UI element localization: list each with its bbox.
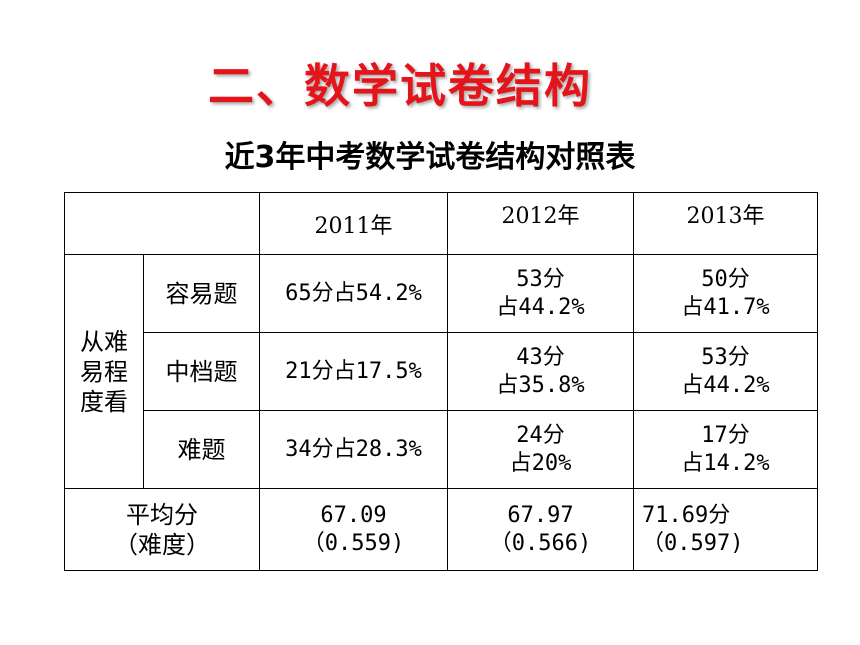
- cell-line: 50分: [701, 267, 750, 292]
- row-label-hard: 难题: [143, 410, 260, 489]
- cell-line: （0.559): [302, 530, 405, 556]
- cell-avg-2012: 67.97 （0.566): [447, 488, 634, 571]
- cell-line: 17分: [701, 423, 750, 448]
- group-label-line: 易程: [80, 357, 128, 386]
- cell-easy-2011: 65分占54.2%: [259, 254, 448, 333]
- row-label-easy: 容易题: [143, 254, 260, 333]
- header-row: 2011年 2012年 2013年: [64, 192, 818, 255]
- cell-line: 71.69分: [642, 503, 731, 528]
- year-header-2011: 2011年: [259, 192, 448, 255]
- row-label-average: 平均分 （难度）: [64, 488, 260, 571]
- cell-medium-2013: 53分 占44.2%: [633, 332, 818, 411]
- cell-medium-2012: 43分 占35.8%: [447, 332, 634, 411]
- table-row: 难题 34分占28.3% 24分 占20% 17分 占14.2%: [65, 410, 818, 489]
- cell-line: 占41.7%: [681, 294, 770, 320]
- year-header-2012: 2012年: [447, 192, 634, 255]
- cell-line: 平均分: [126, 500, 198, 529]
- cell-line: 67.97: [507, 503, 574, 528]
- page-title: 二、数学试卷结构: [208, 59, 592, 113]
- table-caption: 近3年中考数学试卷结构对照表: [224, 140, 636, 175]
- row-label-medium: 中档题: [143, 332, 260, 411]
- cell-line: （0.566): [489, 530, 592, 556]
- cell-line: 占14.2%: [681, 450, 770, 476]
- cell-medium-2011: 21分占17.5%: [259, 332, 448, 411]
- cell-line: 占20%: [509, 450, 572, 476]
- group-label-line: 从难: [80, 327, 128, 356]
- average-row: 平均分 （难度） 67.09 （0.559) 67.97 （0.566) 71.…: [64, 488, 818, 571]
- cell-line: 占35.8%: [496, 372, 585, 398]
- cell-line: （难度）: [114, 530, 210, 559]
- cell-easy-2012: 53分 占44.2%: [447, 254, 634, 333]
- cell-avg-2013: 71.69分 （0.597): [633, 488, 818, 571]
- cell-line: 占44.2%: [681, 372, 770, 398]
- year-header-2013: 2013年: [633, 192, 818, 255]
- cell-line: 53分: [701, 345, 750, 370]
- cell-easy-2013: 50分 占41.7%: [633, 254, 818, 333]
- cell-line: 24分: [516, 423, 565, 448]
- cell-line: 53分: [516, 267, 565, 292]
- exam-structure-table: 2011年 2012年 2013年 从难 易程 度看 容易题 65分占54.2%…: [64, 192, 818, 571]
- table-row: 中档题 21分占17.5% 43分 占35.8% 53分 占44.2%: [65, 332, 818, 411]
- cell-avg-2011: 67.09 （0.559): [259, 488, 448, 571]
- cell-line: （0.597): [642, 530, 744, 556]
- table-row: 从难 易程 度看 容易题 65分占54.2% 53分 占44.2% 50分 占4…: [64, 254, 818, 489]
- cell-line: 43分: [516, 345, 565, 370]
- group-label-line: 度看: [80, 387, 128, 416]
- cell-line: 67.09: [320, 503, 387, 528]
- cell-hard-2011: 34分占28.3%: [259, 410, 448, 489]
- difficulty-group-label: 从难 易程 度看: [64, 254, 144, 489]
- cell-hard-2012: 24分 占20%: [447, 410, 634, 489]
- cell-hard-2013: 17分 占14.2%: [633, 410, 818, 489]
- header-corner-cell: [64, 192, 260, 255]
- cell-line: 占44.2%: [496, 294, 585, 320]
